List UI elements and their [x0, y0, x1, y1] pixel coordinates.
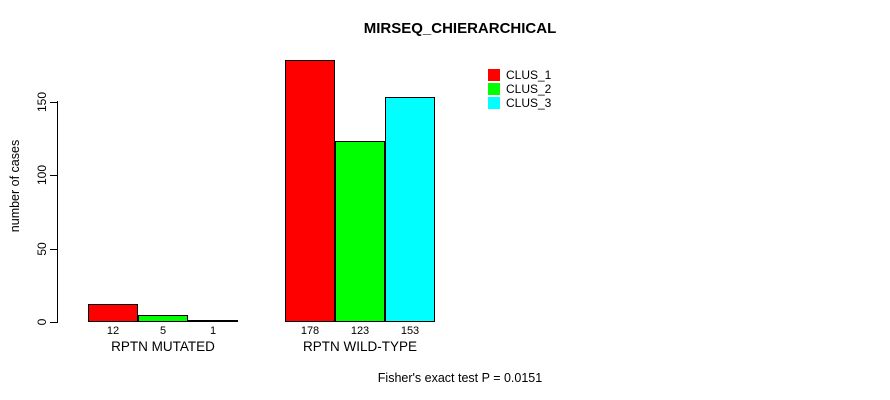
category-label: RPTN MUTATED — [111, 339, 215, 354]
bar-value-label: 1 — [209, 325, 217, 337]
bar-value-label: 12 — [106, 325, 120, 337]
bar-clus_3-wild-type — [385, 97, 435, 322]
y-axis-title: number of cases — [8, 139, 22, 233]
legend-label: CLUS_2 — [506, 81, 552, 96]
bar-clus_2-mutated — [138, 315, 188, 322]
legend-label: CLUS_1 — [506, 67, 552, 82]
bar-clus_1-wild-type — [285, 60, 335, 322]
legend-item-clus_2: CLUS_2 — [488, 80, 552, 96]
legend-swatch-clus_3 — [488, 96, 500, 109]
y-tick-label: 100 — [35, 164, 49, 186]
legend-swatch-clus_2 — [488, 82, 500, 95]
y-tick-label: 150 — [35, 91, 49, 113]
y-tick-label: 50 — [35, 242, 49, 256]
y-tick-label: 0 — [35, 318, 49, 326]
legend-label: CLUS_3 — [506, 95, 552, 110]
chart-title: MIRSEQ_CHIERARCHICAL — [363, 20, 557, 37]
y-axis-tick — [50, 322, 57, 323]
stat-test-footer: Fisher's exact test P = 0.0151 — [377, 371, 543, 385]
y-axis-line — [57, 101, 58, 323]
legend-swatch-clus_1 — [488, 68, 500, 81]
y-axis-tick — [50, 102, 57, 103]
legend-item-clus_1: CLUS_1 — [488, 66, 552, 82]
bar-value-label: 178 — [300, 325, 320, 337]
bar-clus_1-mutated — [88, 304, 138, 322]
bar-value-label: 153 — [400, 325, 420, 337]
bar-clus_2-wild-type — [335, 141, 385, 322]
category-label: RPTN WILD-TYPE — [302, 339, 418, 354]
y-axis-tick — [50, 175, 57, 176]
bar-value-label: 123 — [350, 325, 370, 337]
bar-clus_3-mutated — [188, 320, 238, 322]
legend-item-clus_3: CLUS_3 — [488, 94, 552, 110]
y-axis-tick — [50, 249, 57, 250]
bar-value-label: 5 — [159, 325, 167, 337]
